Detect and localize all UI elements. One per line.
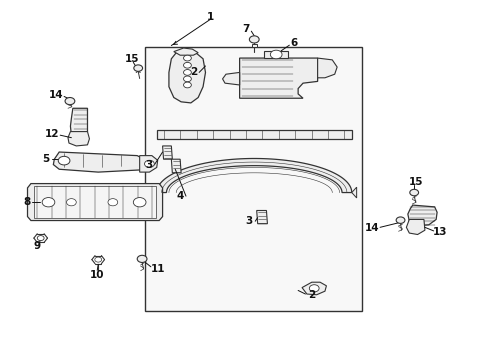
Polygon shape — [162, 146, 172, 159]
Polygon shape — [168, 53, 205, 103]
Text: 2: 2 — [307, 290, 315, 300]
Text: 5: 5 — [42, 154, 50, 164]
Polygon shape — [406, 220, 424, 234]
Circle shape — [249, 36, 259, 43]
Text: 4: 4 — [176, 191, 183, 201]
Circle shape — [95, 257, 102, 262]
Polygon shape — [157, 130, 351, 139]
Polygon shape — [171, 159, 181, 173]
Polygon shape — [27, 184, 162, 221]
Circle shape — [183, 62, 191, 68]
Text: 12: 12 — [44, 129, 59, 139]
Polygon shape — [34, 186, 156, 219]
Text: 10: 10 — [90, 270, 104, 280]
Polygon shape — [173, 48, 198, 55]
Circle shape — [183, 69, 191, 75]
Circle shape — [133, 198, 146, 207]
Polygon shape — [256, 211, 267, 224]
Text: 11: 11 — [150, 264, 164, 274]
Circle shape — [137, 255, 147, 262]
Polygon shape — [157, 158, 351, 193]
Polygon shape — [222, 72, 239, 85]
Polygon shape — [302, 282, 326, 295]
Circle shape — [395, 217, 404, 224]
Circle shape — [65, 98, 75, 105]
Circle shape — [183, 82, 191, 88]
Polygon shape — [145, 46, 361, 311]
Circle shape — [108, 199, 118, 206]
Circle shape — [144, 160, 154, 167]
Circle shape — [183, 76, 191, 82]
Text: 2: 2 — [189, 67, 197, 77]
Polygon shape — [53, 152, 146, 172]
Polygon shape — [351, 187, 356, 198]
Circle shape — [409, 189, 418, 196]
Polygon shape — [140, 156, 158, 172]
Text: 14: 14 — [48, 90, 63, 100]
Polygon shape — [68, 132, 89, 146]
Polygon shape — [317, 58, 336, 78]
Text: 15: 15 — [408, 177, 423, 187]
Text: 13: 13 — [432, 227, 447, 237]
Polygon shape — [407, 205, 436, 226]
Text: 3: 3 — [245, 216, 252, 226]
Circle shape — [42, 198, 55, 207]
Text: 3: 3 — [144, 160, 152, 170]
Text: 1: 1 — [206, 12, 214, 22]
Circle shape — [183, 55, 191, 61]
Polygon shape — [152, 187, 157, 198]
Text: 9: 9 — [34, 241, 41, 251]
Text: 15: 15 — [125, 54, 139, 64]
Circle shape — [58, 156, 70, 165]
Circle shape — [134, 65, 142, 71]
Polygon shape — [251, 44, 256, 47]
Circle shape — [37, 235, 44, 240]
Polygon shape — [239, 58, 317, 98]
Text: 7: 7 — [241, 24, 249, 35]
Text: 8: 8 — [23, 197, 30, 207]
Circle shape — [309, 285, 319, 292]
Polygon shape — [70, 108, 87, 138]
Circle shape — [270, 50, 282, 59]
Text: 6: 6 — [290, 38, 297, 48]
Polygon shape — [264, 51, 288, 58]
Circle shape — [66, 199, 76, 206]
Text: 14: 14 — [364, 224, 379, 233]
